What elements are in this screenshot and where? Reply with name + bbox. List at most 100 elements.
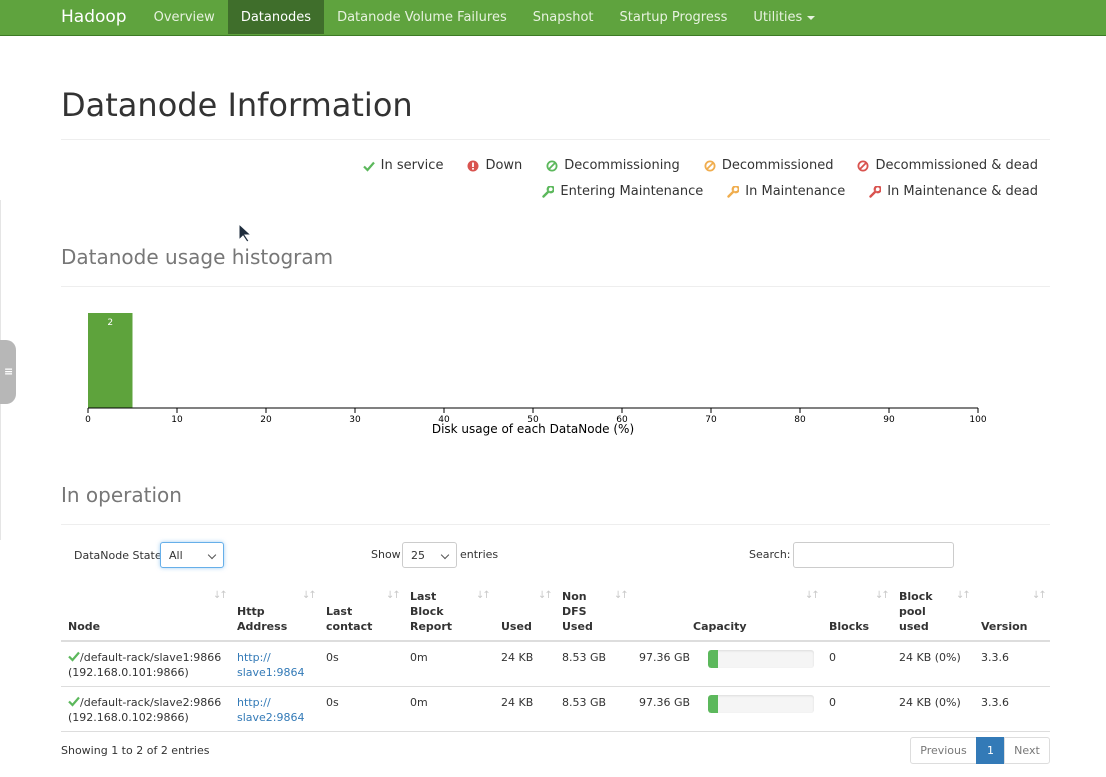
legend-row-2: Entering Maintenance In Maintenance In Mai… [542, 184, 1038, 199]
column-header-last-block-report[interactable]: Block [410, 605, 444, 618]
http-address-link[interactable]: http:// [237, 651, 271, 664]
divider [61, 524, 1050, 525]
sort-icon[interactable]: ↓↑ [1032, 590, 1047, 601]
check-icon [362, 161, 375, 172]
http-address-link[interactable]: slave1:9864 [237, 666, 305, 679]
node-ip: (192.168.0.101:9866) [68, 666, 189, 679]
x-tick-label: 100 [969, 415, 986, 425]
blocks-value: 0 [829, 696, 836, 709]
http-address-link[interactable]: slave2:9864 [237, 711, 305, 724]
column-header-version[interactable]: Version [981, 620, 1028, 633]
column-header-block-pool-used[interactable]: Block [899, 590, 933, 603]
row-divider [61, 686, 1050, 687]
nav-utilities[interactable]: Utilities [740, 0, 828, 34]
x-tick-label: 0 [85, 415, 91, 425]
brand-logo[interactable]: Hadoop [61, 7, 127, 27]
in-service-check-icon [68, 696, 80, 707]
column-header-http-address[interactable]: Address [237, 620, 288, 633]
row-divider [61, 731, 1050, 732]
legend-item: Entering Maintenance [542, 184, 703, 199]
legend-item: In service [362, 158, 443, 173]
chevron-down-icon [207, 550, 217, 560]
sort-icon[interactable]: ↓↑ [476, 590, 491, 601]
column-header-non-dfs-used[interactable]: DFS [562, 605, 587, 618]
datanode-state-label: DataNode State [74, 549, 162, 562]
column-header-block-pool-used[interactable]: pool [899, 605, 926, 618]
chevron-down-icon [440, 550, 450, 560]
x-axis-label: Disk usage of each DataNode (%) [432, 422, 634, 436]
node-name: /default-rack/slave1:9866 [80, 651, 222, 664]
version-value: 3.3.6 [981, 651, 1009, 664]
ban-icon [857, 160, 869, 171]
sort-icon[interactable]: ↓↑ [386, 590, 401, 601]
node-ip: (192.168.0.102:9866) [68, 711, 189, 724]
column-header-non-dfs-used[interactable]: Used [562, 620, 593, 633]
menu-icon: ≡ [4, 365, 14, 378]
next-page-button[interactable]: Next [1004, 737, 1050, 764]
x-tick-label: 50 [527, 415, 539, 425]
histogram-title: Datanode usage histogram [61, 245, 334, 269]
last-block-report-value: 0m [410, 651, 428, 664]
x-tick-label: 40 [438, 415, 450, 425]
capacity-progress-fill [708, 695, 718, 713]
column-header-capacity[interactable]: Capacity [693, 620, 747, 633]
search-label: Search: [749, 548, 791, 561]
non-dfs-used-value: 8.53 GB [562, 696, 607, 709]
divider [61, 139, 1050, 140]
wrench-icon [869, 185, 882, 198]
column-header-last-block-report[interactable]: Report [410, 620, 453, 633]
show-label: Show [371, 548, 401, 561]
header-divider [61, 640, 1050, 642]
last-contact-value: 0s [326, 651, 339, 664]
legend-item: In Maintenance [727, 184, 845, 199]
column-header-non-dfs-used[interactable]: Non [562, 590, 587, 603]
datanode-state-select[interactable]: All [160, 542, 224, 568]
column-header-last-contact[interactable]: contact [326, 620, 373, 633]
sort-icon[interactable]: ↓↑ [538, 590, 553, 601]
search-input[interactable] [793, 542, 954, 568]
column-header-node[interactable]: Node [68, 620, 101, 633]
legend-label: In Maintenance & dead [887, 184, 1038, 199]
x-tick-label: 90 [883, 415, 895, 425]
legend-label: Decommissioning [564, 158, 680, 173]
nav-volume-failures[interactable]: Datanode Volume Failures [337, 9, 507, 25]
exclamation-circle-icon [467, 160, 479, 171]
node-name: /default-rack/slave2:9866 [80, 696, 222, 709]
sort-icon[interactable]: ↓↑ [956, 590, 971, 601]
showing-entries-text: Showing 1 to 2 of 2 entries [61, 744, 210, 757]
nav-startup-progress[interactable]: Startup Progress [619, 9, 728, 25]
sort-icon[interactable]: ↓↑ [805, 590, 820, 601]
http-address-link[interactable]: http:// [237, 696, 271, 709]
used-value: 24 KB [501, 696, 534, 709]
capacity-progress-fill [708, 650, 718, 668]
sort-icon[interactable]: ↓↑ [213, 590, 228, 601]
legend-label: Entering Maintenance [560, 184, 704, 199]
x-tick-label: 70 [705, 415, 717, 425]
nav-overview[interactable]: Overview [153, 9, 215, 25]
capacity-value: 97.36 GB [639, 696, 691, 709]
column-header-last-block-report[interactable]: Last [410, 590, 437, 603]
sort-icon[interactable]: ↓↑ [614, 590, 629, 601]
column-header-block-pool-used[interactable]: used [899, 620, 929, 633]
page-1-button[interactable]: 1 [976, 737, 1005, 764]
nav-snapshot[interactable]: Snapshot [532, 9, 594, 25]
entries-per-page-value: 25 [411, 548, 425, 562]
block-pool-used-value: 24 KB (0%) [899, 696, 961, 709]
column-header-blocks[interactable]: Blocks [829, 620, 870, 633]
column-header-last-contact[interactable]: Last [326, 605, 353, 618]
nav-datanodes[interactable]: Datanodes [227, 0, 325, 34]
datanode-state-value: All [169, 548, 183, 562]
sort-icon[interactable]: ↓↑ [875, 590, 890, 601]
block-pool-used-value: 24 KB (0%) [899, 651, 961, 664]
legend-item: Decommissioning [546, 158, 680, 173]
caret-down-icon [807, 16, 816, 20]
entries-per-page-select[interactable]: 25 [402, 542, 457, 568]
previous-page-button[interactable]: Previous [910, 737, 977, 764]
column-header-used[interactable]: Used [501, 620, 532, 633]
side-panel-toggle[interactable]: ≡ [0, 340, 16, 404]
histogram-bar [88, 313, 133, 408]
nav-utilities-label: Utilities [753, 9, 803, 25]
column-header-http-address[interactable]: Http [237, 605, 265, 618]
sort-icon[interactable]: ↓↑ [302, 590, 317, 601]
